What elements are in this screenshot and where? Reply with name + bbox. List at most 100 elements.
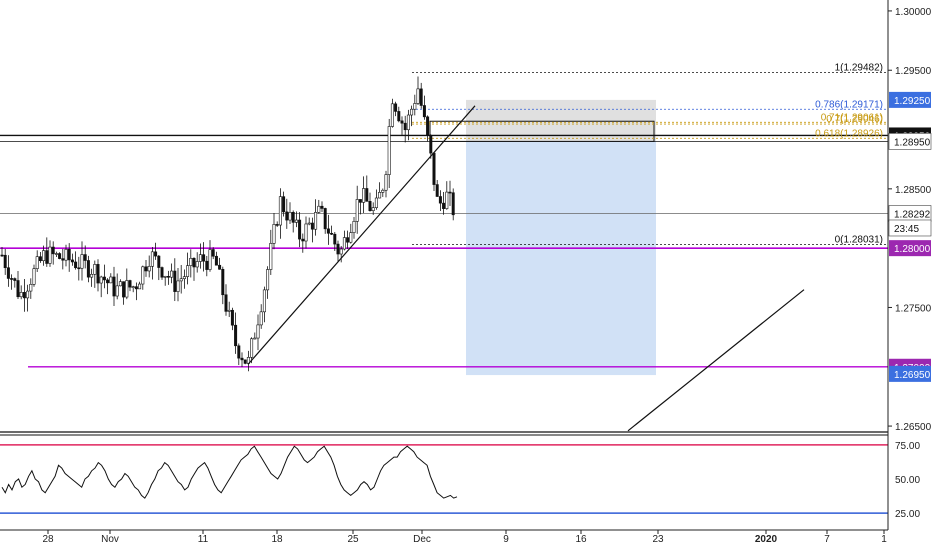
- time-tick-label: 28: [42, 534, 54, 545]
- candle: [240, 357, 244, 361]
- candle: [262, 289, 266, 313]
- candle: [147, 265, 151, 272]
- candle: [301, 238, 305, 242]
- price-tick-label: 1.27500: [895, 303, 932, 314]
- candle: [342, 237, 346, 250]
- candle: [432, 152, 436, 185]
- candle: [118, 281, 122, 287]
- candle: [368, 201, 372, 211]
- candle: [80, 254, 84, 269]
- candle: [358, 199, 362, 203]
- candle: [182, 276, 186, 280]
- candle: [266, 269, 270, 291]
- candle: [288, 212, 292, 221]
- candle: [384, 174, 388, 191]
- stop-loss-zone[interactable]: [466, 99, 656, 142]
- price-badge-label: 1.28292: [894, 210, 931, 221]
- candle: [294, 219, 298, 223]
- candle: [166, 275, 170, 278]
- candle: [141, 266, 145, 285]
- candle: [323, 208, 327, 230]
- candle: [448, 191, 452, 194]
- candle: [422, 105, 426, 118]
- candle: [234, 324, 238, 347]
- time-tick-label: 16: [575, 534, 587, 545]
- candle: [109, 276, 113, 284]
- candle: [38, 256, 42, 262]
- candle: [314, 212, 318, 230]
- candle: [298, 219, 302, 240]
- candle: [26, 290, 30, 299]
- candle: [10, 278, 14, 280]
- rsi-tick-label: 50.00: [895, 475, 920, 486]
- take-profit-zone[interactable]: [466, 141, 656, 376]
- fib-level-label: 0(1.28031): [835, 234, 883, 245]
- price-tick-label: 1.30000: [895, 7, 932, 18]
- rsi-tick-label: 75.00: [895, 441, 920, 452]
- candle: [13, 278, 17, 281]
- candle: [250, 338, 254, 358]
- candle: [349, 232, 353, 243]
- candle: [339, 248, 343, 255]
- price-badge-label: 1.29250: [894, 96, 931, 107]
- time-tick-label: 11: [198, 534, 209, 545]
- candle: [157, 255, 161, 268]
- candle: [198, 254, 202, 262]
- candle: [333, 233, 337, 245]
- candle: [256, 324, 260, 339]
- price-badge-label: 1.26950: [894, 370, 931, 381]
- candle: [390, 103, 394, 127]
- trend-line[interactable]: [627, 289, 805, 432]
- candle: [378, 192, 382, 199]
- candle: [122, 281, 126, 298]
- candle: [61, 258, 65, 261]
- candle: [221, 268, 225, 296]
- candle: [330, 232, 334, 235]
- candle: [227, 309, 231, 312]
- candle: [230, 309, 234, 326]
- candle: [112, 276, 116, 297]
- candle: [413, 103, 417, 110]
- candle: [163, 275, 167, 278]
- candle: [48, 246, 52, 264]
- candle: [106, 279, 110, 284]
- price-tick-label: 1.28500: [895, 185, 932, 196]
- candle: [381, 189, 385, 193]
- candle: [189, 257, 193, 266]
- candle: [86, 260, 90, 278]
- rsi-line[interactable]: [1, 445, 458, 499]
- candle: [278, 196, 282, 226]
- candle: [128, 280, 132, 288]
- candle: [355, 199, 359, 222]
- candle: [259, 311, 263, 326]
- candle: [419, 88, 423, 106]
- candle: [282, 196, 286, 213]
- candle: [134, 286, 138, 290]
- candle: [438, 196, 442, 204]
- candle: [403, 122, 407, 131]
- time-tick-label: 7: [824, 534, 830, 545]
- fib-level-label: 1(1.29482): [835, 62, 883, 73]
- candle: [22, 292, 26, 299]
- candle: [96, 264, 100, 284]
- candle: [218, 264, 222, 270]
- time-tick-label: Nov: [101, 534, 119, 545]
- candle: [186, 265, 190, 277]
- candle: [115, 285, 119, 297]
- candle: [29, 284, 33, 292]
- trend-line[interactable]: [247, 105, 476, 365]
- price-tick-label: 1.29500: [895, 66, 932, 77]
- candle: [416, 88, 420, 104]
- candle: [67, 249, 71, 261]
- price-badge: [888, 219, 932, 237]
- fib-level-label: 0.7(1.29046): [826, 114, 883, 125]
- candle: [410, 108, 414, 116]
- candle: [374, 197, 378, 208]
- candle: [243, 359, 247, 364]
- candle: [170, 270, 174, 278]
- candle: [16, 280, 20, 298]
- candle: [138, 283, 142, 290]
- candle: [371, 207, 375, 211]
